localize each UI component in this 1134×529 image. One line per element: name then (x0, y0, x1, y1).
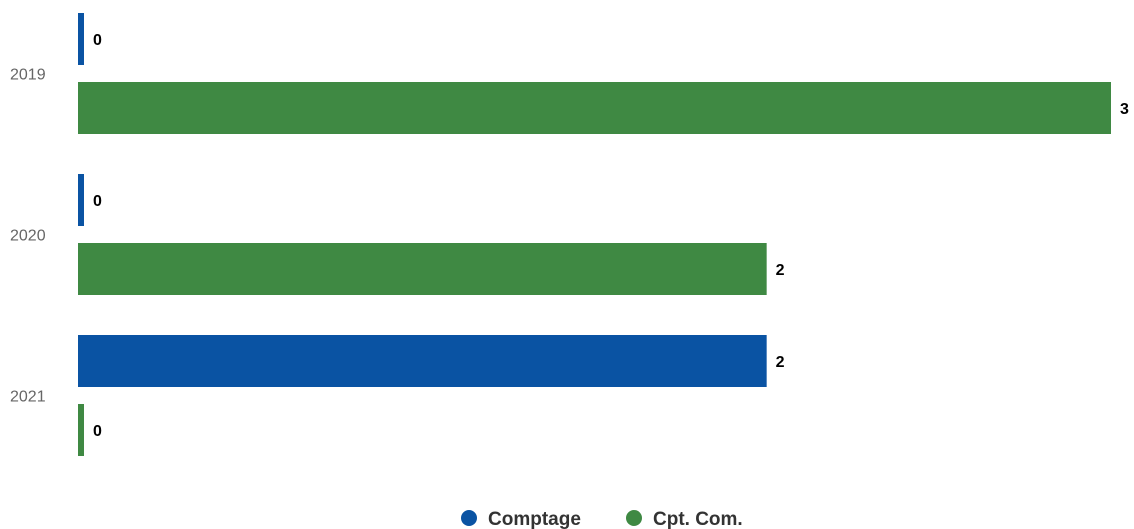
bar-2020-comptage[interactable] (78, 174, 84, 226)
category-label-2019: 2019 (10, 67, 46, 84)
bar-2019-cpt-com[interactable] (78, 82, 1111, 134)
category-labels: 2019 2020 2021 (10, 67, 46, 406)
bars-group (78, 13, 1111, 456)
bar-2021-cpt-com[interactable] (78, 404, 84, 456)
category-label-2021: 2021 (10, 389, 46, 406)
data-labels: 0 3 0 2 2 0 (93, 32, 1129, 440)
bar-2019-comptage[interactable] (78, 13, 84, 65)
data-label-2021-1: 0 (93, 423, 102, 440)
bar-2021-comptage[interactable] (78, 335, 767, 387)
data-label-2021-0: 2 (776, 354, 785, 371)
data-label-2020-1: 2 (776, 262, 785, 279)
data-label-2020-0: 0 (93, 193, 102, 210)
legend-label-cpt-com[interactable]: Cpt. Com. (653, 509, 743, 529)
data-label-2019-1: 3 (1120, 101, 1129, 118)
category-label-2020: 2020 (10, 228, 46, 245)
data-label-2019-0: 0 (93, 32, 102, 49)
legend-marker-cpt-com[interactable] (626, 510, 642, 526)
legend-label-comptage[interactable]: Comptage (488, 509, 581, 529)
bar-2020-cpt-com[interactable] (78, 243, 767, 295)
legend-marker-comptage[interactable] (461, 510, 477, 526)
legend: Comptage Cpt. Com. (461, 509, 743, 529)
